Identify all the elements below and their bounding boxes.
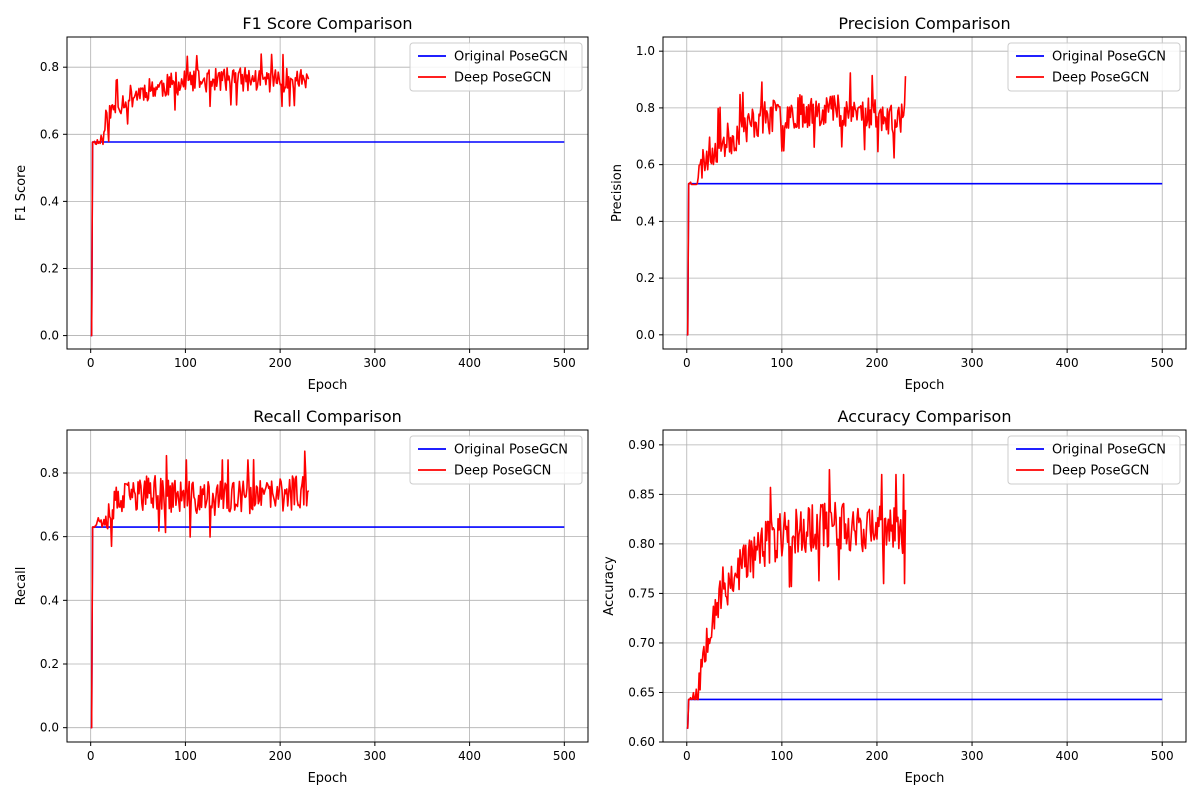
legend: Original PoseGCN Deep PoseGCN [409, 42, 583, 92]
y-tick-label: 1.0 [636, 44, 655, 58]
x-tick-label: 500 [1151, 749, 1174, 763]
x-tick-label: 100 [770, 356, 793, 370]
x-tick-label: 400 [1056, 356, 1079, 370]
legend-box [409, 435, 583, 485]
y-tick-label: 0.6 [40, 127, 59, 141]
legend-label-1: Original PoseGCN [454, 50, 568, 65]
y-tick-label: 0.2 [40, 657, 59, 671]
series-line-2 [90, 53, 310, 337]
legend-box [1007, 42, 1181, 92]
y-axis-label: Precision [610, 164, 625, 222]
x-tick-label: 0 [683, 749, 691, 763]
series-line-2 [686, 468, 907, 729]
axes-frame [66, 36, 589, 350]
y-tick-label: 0.8 [40, 466, 59, 480]
legend: Original PoseGCN Deep PoseGCN [409, 435, 583, 485]
legend-label-2: Deep PoseGCN [454, 71, 551, 86]
x-tick-label: 200 [866, 749, 889, 763]
x-tick-label: 500 [553, 356, 576, 370]
x-tick-label: 300 [961, 356, 984, 370]
legend-box [409, 42, 583, 92]
chart-title: Accuracy Comparison [838, 407, 1012, 426]
x-tick-label: 0 [683, 356, 691, 370]
x-tick-label: 100 [770, 749, 793, 763]
y-tick-label: 0.2 [40, 261, 59, 275]
y-axis-label: F1 Score [14, 165, 29, 221]
x-axis-label: Epoch [905, 378, 945, 393]
chart-title: F1 Score Comparison [242, 14, 412, 33]
y-tick-label: 0.8 [636, 101, 655, 115]
y-tick-label: 0.0 [40, 721, 59, 735]
x-tick-label: 400 [1056, 749, 1079, 763]
x-tick-label: 300 [363, 749, 386, 763]
x-tick-label: 200 [269, 356, 292, 370]
y-tick-label: 0.4 [636, 214, 655, 228]
y-tick-label: 0.8 [40, 60, 59, 74]
x-tick-label: 100 [174, 749, 197, 763]
series-line-1 [90, 141, 565, 337]
x-tick-label: 400 [458, 356, 481, 370]
legend-label-2: Deep PoseGCN [1052, 71, 1149, 86]
x-tick-label: 200 [866, 356, 889, 370]
y-tick-label: 0.85 [628, 487, 655, 501]
y-tick-label: 0.70 [628, 636, 655, 650]
legend-label-2: Deep PoseGCN [1052, 464, 1149, 479]
legend-label-2: Deep PoseGCN [454, 464, 551, 479]
chart-panel-4: 0 100 200 300 400 500 0.60 0.65 0.70 0.75 0.80 0.85… [602, 407, 1187, 786]
legend: Original PoseGCN Deep PoseGCN [1007, 42, 1181, 92]
y-tick-label: 0.90 [628, 438, 655, 452]
x-tick-label: 0 [87, 749, 95, 763]
legend-label-1: Original PoseGCN [1052, 50, 1166, 65]
chart-title: Precision Comparison [838, 14, 1010, 33]
y-tick-label: 0.0 [636, 328, 655, 342]
series-line-2 [90, 450, 310, 729]
y-tick-label: 0.2 [636, 271, 655, 285]
y-tick-label: 0.4 [40, 194, 59, 208]
y-tick-label: 0.60 [628, 735, 655, 749]
y-tick-label: 0.4 [40, 593, 59, 607]
x-axis-label: Epoch [308, 378, 348, 393]
x-tick-label: 0 [87, 356, 95, 370]
x-tick-label: 300 [363, 356, 386, 370]
x-tick-label: 100 [174, 356, 197, 370]
y-tick-label: 0.65 [628, 685, 655, 699]
axes-frame [662, 429, 1187, 743]
axes-frame [662, 36, 1187, 350]
series-line-2 [686, 72, 907, 336]
legend-label-1: Original PoseGCN [1052, 443, 1166, 458]
legend: Original PoseGCN Deep PoseGCN [1007, 435, 1181, 485]
x-axis-label: Epoch [905, 771, 945, 786]
legend-box [1007, 435, 1181, 485]
chart-title: Recall Comparison [253, 407, 402, 426]
y-axis-label: Recall [14, 567, 29, 606]
chart-panel-2: 0 100 200 300 400 500 0.0 0.2 0.4 0.6 0.8 1.0 Precis… [610, 14, 1187, 393]
y-tick-label: 0.80 [628, 537, 655, 551]
x-tick-label: 300 [961, 749, 984, 763]
y-tick-label: 0.0 [40, 329, 59, 343]
y-tick-label: 0.75 [628, 586, 655, 600]
legend-label-1: Original PoseGCN [454, 443, 568, 458]
series-line-1 [686, 182, 1163, 336]
series-line-1 [686, 698, 1163, 729]
y-axis-label: Accuracy [602, 556, 617, 616]
x-axis-label: Epoch [308, 771, 348, 786]
axes-frame [66, 429, 589, 743]
y-tick-label: 0.6 [636, 158, 655, 172]
chart-panel-3: 0 100 200 300 400 500 0.0 0.2 0.4 0.6 0.8 Recall Co… [14, 407, 589, 786]
x-tick-label: 400 [458, 749, 481, 763]
x-tick-label: 200 [269, 749, 292, 763]
chart-panel-1: 0 100 200 300 400 500 0.0 0.2 0.4 0.6 0.8 F1 Score … [14, 14, 589, 393]
x-tick-label: 500 [1151, 356, 1174, 370]
series-line-1 [90, 526, 565, 729]
y-tick-label: 0.6 [40, 530, 59, 544]
x-tick-label: 500 [553, 749, 576, 763]
